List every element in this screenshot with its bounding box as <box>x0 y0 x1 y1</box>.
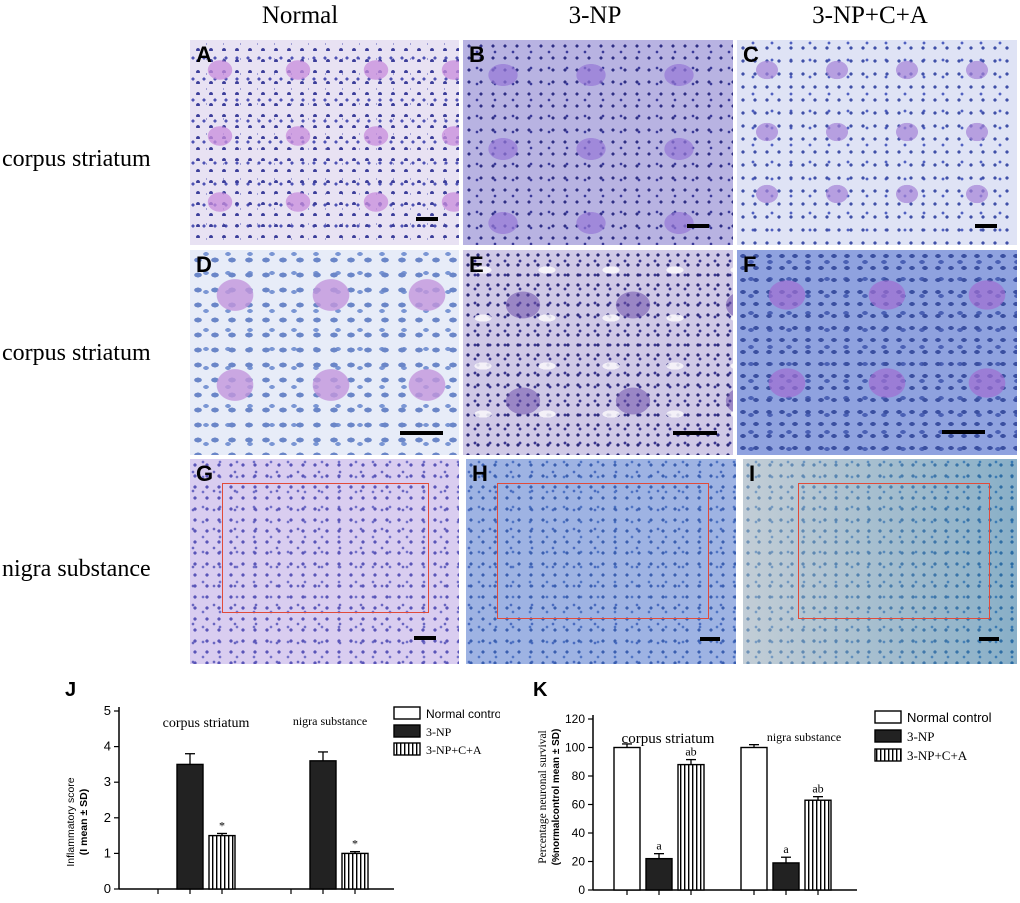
y-tick-label: 4 <box>104 739 111 754</box>
category-label: corpus striatum <box>163 716 250 731</box>
scale-bar <box>416 217 438 221</box>
panel-letter-c: C <box>743 42 759 67</box>
significance-marker: ab <box>685 745 696 759</box>
micrograph-panel-e: E <box>463 250 733 455</box>
legend-label: 3-NP+C+A <box>426 743 482 757</box>
legend-label: 3-NP+C+A <box>907 748 968 763</box>
micrograph-panel-b: B <box>463 40 733 245</box>
scale-bar <box>400 431 443 435</box>
chart-k-neuronal-survival: K Percentage neuronal survival (%normalc… <box>533 679 992 897</box>
chart-j-inflammatory-score: J Inflammatory score (I mean ± SD) 0 1 2 3 4… <box>65 679 500 896</box>
legend-swatch <box>874 729 902 743</box>
category-label: nigra substance <box>767 730 841 744</box>
y-tick-label: 0 <box>578 883 585 897</box>
significance-marker: a <box>656 839 662 853</box>
micrograph-panel-i: I <box>743 459 1017 664</box>
y-axis-label-units: (I mean ± SD) <box>78 789 90 855</box>
significance-marker: * <box>352 837 358 851</box>
panel-letter-d: D <box>196 252 212 277</box>
column-header-3np-c-a: 3-NP+C+A <box>812 2 928 29</box>
y-tick-label: 120 <box>565 712 585 726</box>
panel-letter-g: G <box>196 461 214 486</box>
bar <box>309 760 337 890</box>
y-axis-label: Percentage neuronal survival <box>537 730 549 863</box>
y-tick-label: 100 <box>565 741 585 755</box>
panel-letter-h: H <box>472 461 488 486</box>
y-tick-label: 20 <box>572 855 586 869</box>
bar <box>677 763 705 891</box>
y-tick-label: 0 <box>104 881 111 896</box>
legend-swatch <box>393 724 421 738</box>
scale-bar <box>414 636 436 640</box>
scale-bar <box>979 637 999 641</box>
legend-swatch <box>874 710 902 724</box>
column-header-3np: 3-NP <box>568 2 622 29</box>
region-of-interest-box <box>497 483 709 619</box>
category-label: corpus striatum <box>622 731 715 747</box>
legend-label: Normal control <box>426 707 500 721</box>
micrograph-panel-a: A <box>190 40 459 245</box>
legend-swatch <box>393 706 421 720</box>
significance-marker: a <box>783 842 789 856</box>
scale-bar <box>700 637 720 641</box>
row-label-nigra-substance: nigra substance <box>2 556 151 582</box>
category-label: nigra substance <box>293 714 367 728</box>
y-tick-label: 2 <box>104 810 111 825</box>
legend-label: Normal control <box>907 710 992 725</box>
y-tick-label: 40 <box>572 826 586 840</box>
panel-letter-e: E <box>469 252 484 277</box>
bar <box>645 857 673 891</box>
significance-marker: ab <box>812 782 823 796</box>
micrograph-panel-g: G <box>190 459 459 664</box>
y-axis-label-units: (%normalcontrol mean ± SD) <box>551 729 562 866</box>
y-axis-label: Inflammatory score <box>65 777 77 866</box>
row-label-corpus-striatum-2: corpus striatum <box>2 340 151 366</box>
y-tick-label: 5 <box>104 703 111 718</box>
legend-label: 3-NP <box>907 729 934 744</box>
scale-bar <box>942 430 985 434</box>
panel-letter-k: K <box>533 679 548 701</box>
region-of-interest-box <box>222 483 429 613</box>
y-tick-label: 1 <box>104 845 111 860</box>
y-tick-label: 60 <box>572 798 586 812</box>
region-of-interest-box <box>798 483 990 619</box>
bar <box>341 852 369 890</box>
bar <box>740 746 768 891</box>
y-tick-label: 3 <box>104 774 111 789</box>
panel-letter-b: B <box>469 42 485 67</box>
scale-bar <box>687 224 709 228</box>
legend-swatch <box>393 742 421 756</box>
bar <box>772 862 800 891</box>
legend-swatch <box>874 748 902 762</box>
y-tick-label: 80 <box>572 769 586 783</box>
panel-letter-i: I <box>749 461 756 486</box>
bar <box>176 763 204 890</box>
micrograph-panel-h: H <box>466 459 736 664</box>
micrograph-panel-d: D <box>190 250 459 455</box>
panel-letter-j: J <box>65 679 76 701</box>
legend-label: 3-NP <box>426 725 452 739</box>
bar <box>613 746 641 891</box>
bar <box>208 834 236 890</box>
row-label-corpus-striatum-1: corpus striatum <box>2 146 151 172</box>
column-header-normal: Normal <box>261 2 339 29</box>
panel-letter-f: F <box>743 252 757 277</box>
micrograph-panel-f: F <box>737 250 1017 455</box>
scale-bar <box>975 224 997 228</box>
panel-letter-a: A <box>196 42 212 67</box>
bar <box>804 799 832 891</box>
micrograph-panel-c: C <box>737 40 1017 245</box>
scale-bar <box>673 431 717 435</box>
significance-marker: * <box>219 818 225 832</box>
